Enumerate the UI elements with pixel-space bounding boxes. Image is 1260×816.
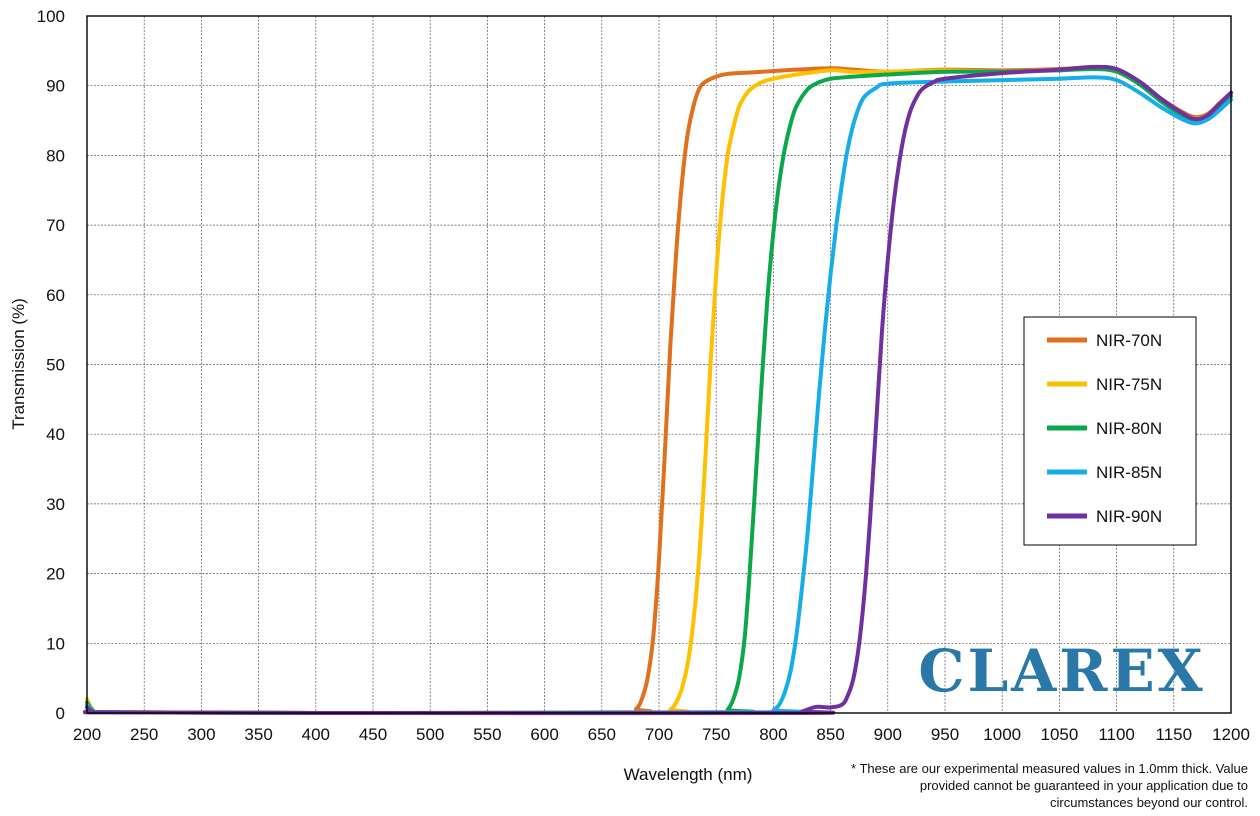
clarex-logo: CLAREX <box>918 637 1205 705</box>
series-lines <box>83 64 1233 716</box>
y-tick-label: 80 <box>46 146 65 165</box>
y-tick-label: 90 <box>46 77 65 96</box>
x-tick-label: 900 <box>874 725 902 744</box>
y-axis-title: Transmission (%) <box>9 298 28 430</box>
y-tick-label: 50 <box>46 356 65 375</box>
x-tick-label: 1000 <box>983 725 1021 744</box>
x-tick-label: 600 <box>530 725 558 744</box>
y-tick-label: 20 <box>46 565 65 584</box>
x-tick-label: 350 <box>244 725 272 744</box>
legend-label-nir-70n: NIR-70N <box>1096 331 1162 350</box>
footnote-line-2: provided cannot be guaranteed in your ap… <box>920 778 1248 793</box>
y-tick-label: 40 <box>46 425 65 444</box>
legend-label-nir-90n: NIR-90N <box>1096 507 1162 526</box>
plot-frame <box>86 15 1232 714</box>
x-tick-label: 1200 <box>1212 725 1250 744</box>
x-tick-label: 800 <box>759 725 787 744</box>
legend-label-nir-75n: NIR-75N <box>1096 375 1162 394</box>
footnote-line-1: * These are our experimental measured va… <box>851 761 1248 776</box>
legend-label-nir-80n: NIR-80N <box>1096 419 1162 438</box>
y-tick-label: 0 <box>56 704 65 723</box>
x-tick-label: 1050 <box>1040 725 1078 744</box>
y-tick-label: 100 <box>37 7 65 26</box>
x-tick-label: 300 <box>187 725 215 744</box>
x-tick-label: 850 <box>816 725 844 744</box>
x-tick-label: 250 <box>130 725 158 744</box>
x-tick-label: 200 <box>73 725 101 744</box>
legend-label-nir-85n: NIR-85N <box>1096 463 1162 482</box>
legend-box <box>1023 316 1197 546</box>
y-tick-label: 30 <box>46 495 65 514</box>
y-tick-label: 10 <box>46 634 65 653</box>
legend: NIR-70N NIR-75N NIR-80N NIR-85N NIR-90N <box>1023 316 1197 546</box>
x-tick-label: 500 <box>416 725 444 744</box>
x-tick-label: 550 <box>473 725 501 744</box>
x-tick-label: 1100 <box>1098 725 1135 744</box>
x-tick-label: 450 <box>359 725 387 744</box>
footnote-line-3: circumstances beyond our control. <box>1050 795 1248 810</box>
x-tick-label: 750 <box>702 725 730 744</box>
tick-labels: 200 250 300 350 400 450 500 550 600 650 700 750 800 8… <box>37 7 1250 744</box>
x-tick-label: 1150 <box>1156 725 1193 744</box>
x-axis-title: Wavelength (nm) <box>624 765 753 784</box>
x-tick-label: 700 <box>645 725 673 744</box>
footnote: * These are our experimental measured va… <box>851 761 1248 810</box>
y-tick-label: 70 <box>46 216 65 235</box>
x-tick-label: 650 <box>588 725 616 744</box>
x-tick-label: 950 <box>931 725 959 744</box>
x-tick-label: 400 <box>302 725 330 744</box>
y-tick-label: 60 <box>46 286 65 305</box>
